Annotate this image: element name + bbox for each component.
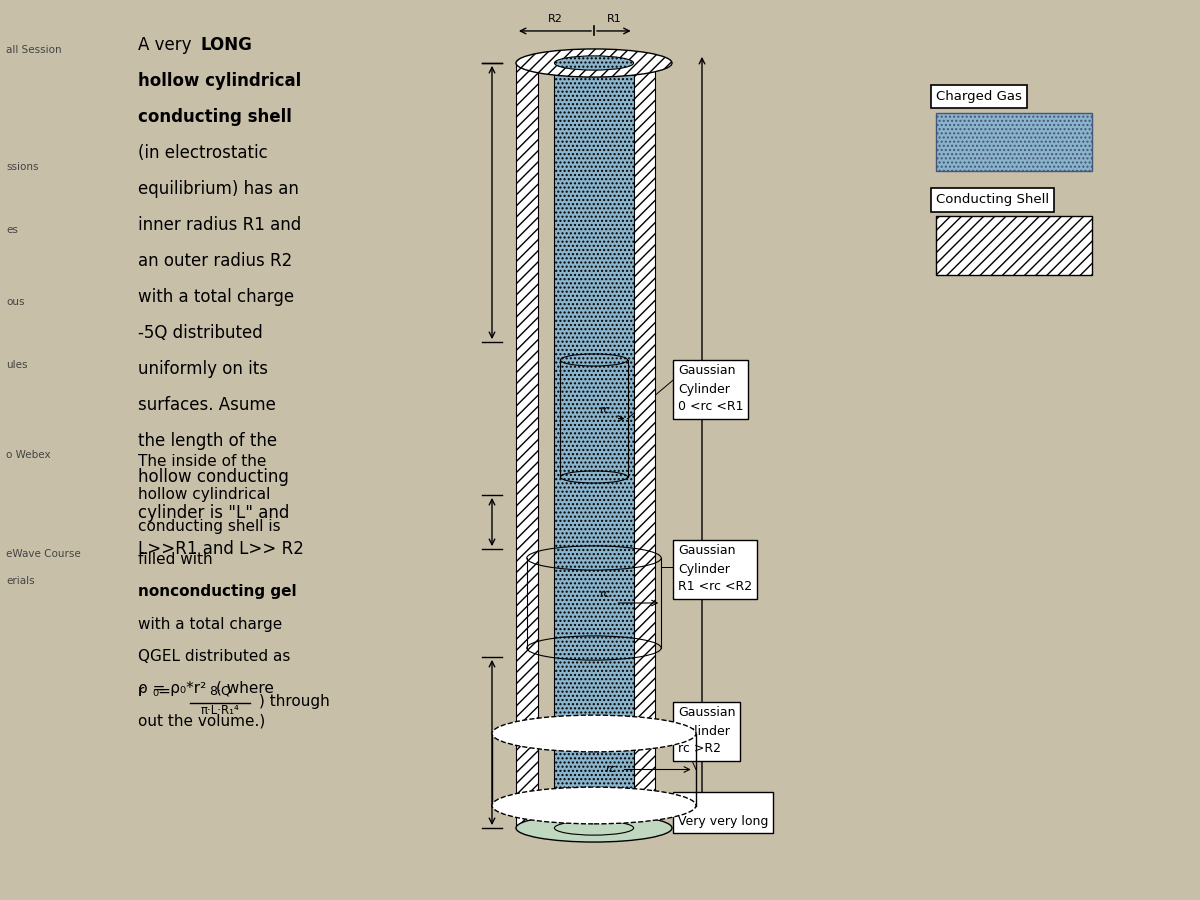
Text: π·L·R₁⁴: π·L·R₁⁴: [200, 704, 239, 716]
Text: Gaussian
Cylinder
0 <rc <R1: Gaussian Cylinder 0 <rc <R1: [678, 364, 744, 413]
Text: with a total charge: with a total charge: [138, 288, 294, 306]
Text: cylinder is "L" and: cylinder is "L" and: [138, 504, 289, 522]
Text: R1: R1: [606, 14, 622, 23]
Text: -5Q distributed: -5Q distributed: [138, 324, 263, 342]
Text: ₀=: ₀=: [152, 684, 172, 699]
Bar: [634, 63, 655, 828]
Text: rc: rc: [600, 589, 611, 599]
Text: LONG: LONG: [200, 36, 252, 54]
Text: hollow cylindrical: hollow cylindrical: [138, 72, 301, 90]
Text: ssions: ssions: [6, 162, 38, 172]
Text: es: es: [6, 225, 18, 235]
Text: conducting shell is: conducting shell is: [138, 519, 281, 535]
Bar: [936, 112, 1092, 171]
Text: the length of the: the length of the: [138, 432, 277, 450]
Text: ules: ules: [6, 360, 28, 370]
Text: QGEL distributed as: QGEL distributed as: [138, 649, 290, 664]
Text: nonconducting gel: nonconducting gel: [138, 584, 296, 599]
Text: hollow cylindrical: hollow cylindrical: [138, 487, 270, 502]
Text: out the volume.): out the volume.): [138, 714, 265, 729]
Ellipse shape: [554, 821, 634, 835]
Text: Conducting Shell: Conducting Shell: [936, 194, 1049, 206]
Text: ) through: ) through: [259, 694, 330, 708]
Text: L
Very very long: L Very very long: [678, 796, 768, 827]
Text: rc: rc: [600, 404, 611, 415]
Text: hollow conducting: hollow conducting: [138, 468, 289, 486]
Text: Gaussian
Cylinder
R1 <rc <R2: Gaussian Cylinder R1 <rc <R2: [678, 544, 752, 593]
Text: R2: R2: [547, 14, 563, 23]
Text: an outer radius R2: an outer radius R2: [138, 252, 293, 270]
Text: ρ = ρ₀*r²  ( where: ρ = ρ₀*r² ( where: [138, 681, 274, 697]
Text: Gaussian
Cylinder
rc >R2: Gaussian Cylinder rc >R2: [678, 706, 736, 755]
Ellipse shape: [516, 814, 672, 842]
Text: equilibrium) has an: equilibrium) has an: [138, 180, 299, 198]
Text: erials: erials: [6, 576, 35, 586]
Text: surfaces. Asume: surfaces. Asume: [138, 396, 276, 414]
Text: rc: rc: [606, 764, 617, 775]
Ellipse shape: [492, 716, 696, 751]
Text: L>>R1 and L>> R2: L>>R1 and L>> R2: [138, 540, 304, 558]
Text: uniformly on its: uniformly on its: [138, 360, 268, 378]
Text: ous: ous: [6, 297, 24, 307]
Text: o Webex: o Webex: [6, 450, 50, 460]
Ellipse shape: [492, 788, 696, 824]
Text: inner radius R1 and: inner radius R1 and: [138, 216, 301, 234]
Text: The inside of the: The inside of the: [138, 454, 266, 470]
Text: A very: A very: [138, 36, 197, 54]
Bar: [936, 216, 1092, 274]
Text: all Session: all Session: [6, 45, 61, 55]
Text: filled with: filled with: [138, 552, 212, 567]
Text: with a total charge: with a total charge: [138, 616, 282, 632]
Text: eWave Course: eWave Course: [6, 549, 80, 559]
Ellipse shape: [554, 56, 634, 70]
Text: 8·Q: 8·Q: [209, 685, 230, 698]
Text: r: r: [138, 684, 144, 699]
Text: (in electrostatic: (in electrostatic: [138, 144, 268, 162]
Text: conducting shell: conducting shell: [138, 108, 292, 126]
Bar: [554, 63, 634, 828]
Ellipse shape: [516, 49, 672, 77]
Bar: [516, 63, 538, 828]
Text: Charged Gas: Charged Gas: [936, 90, 1022, 103]
